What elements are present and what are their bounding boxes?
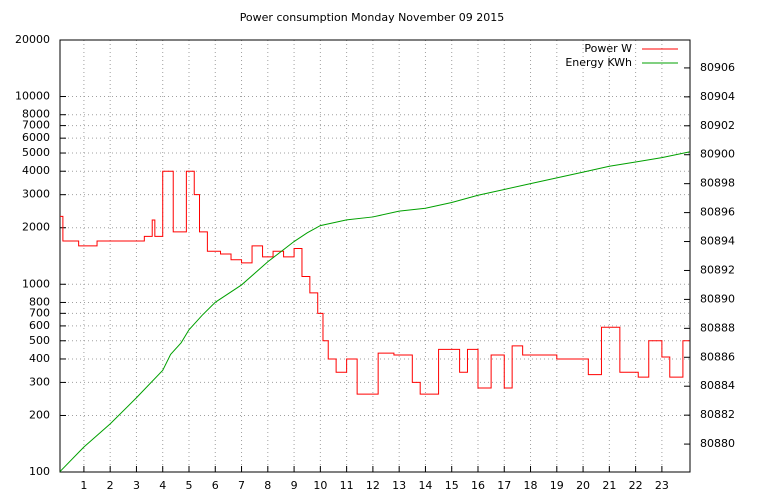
x-tick-label: 18 <box>524 479 538 492</box>
y2-tick-label: 80888 <box>700 321 735 334</box>
x-tick-label: 7 <box>238 479 245 492</box>
y-tick-label: 200 <box>29 408 50 421</box>
y2-tick-label: 80906 <box>700 61 735 74</box>
x-tick-label: 10 <box>313 479 327 492</box>
y2-tick-label: 80896 <box>700 206 735 219</box>
x-tick-label: 17 <box>497 479 511 492</box>
y-tick-label: 3000 <box>22 188 50 201</box>
series-line <box>59 151 690 472</box>
y-tick-label: 1000 <box>22 277 50 290</box>
y-tick-label: 800 <box>29 295 50 308</box>
y2-tick-label: 80900 <box>700 148 735 161</box>
legend-label: Power W <box>584 42 632 55</box>
series-line <box>60 170 690 395</box>
x-tick-label: 2 <box>107 479 114 492</box>
y2-tick-label: 80902 <box>700 119 735 132</box>
x-tick-label: 5 <box>185 479 192 492</box>
x-tick-label: 22 <box>629 479 643 492</box>
y-tick-label: 2000 <box>22 221 50 234</box>
x-tick-label: 1 <box>80 479 87 492</box>
y-tick-label: 300 <box>29 375 50 388</box>
plot-border <box>59 39 691 473</box>
x-tick-label: 14 <box>418 479 432 492</box>
y-tick-label: 5000 <box>22 146 50 159</box>
x-tick-label: 3 <box>133 479 140 492</box>
x-tick-label: 12 <box>366 479 380 492</box>
y-tick-label: 600 <box>29 319 50 332</box>
x-tick-label: 15 <box>445 479 459 492</box>
y-tick-label: 10000 <box>15 90 50 103</box>
x-tick-label: 9 <box>291 479 298 492</box>
x-tick-label: 19 <box>550 479 564 492</box>
y2-tick-label: 80894 <box>700 235 735 248</box>
y-tick-label: 8000 <box>22 108 50 121</box>
x-tick-label: 4 <box>159 479 166 492</box>
x-tick-label: 16 <box>471 479 485 492</box>
x-tick-label: 11 <box>340 479 354 492</box>
y-tick-label: 500 <box>29 334 50 347</box>
x-tick-label: 8 <box>264 479 271 492</box>
y-tick-label: 6000 <box>22 131 50 144</box>
y2-tick-label: 80892 <box>700 263 735 276</box>
x-tick-label: 21 <box>602 479 616 492</box>
x-tick-label: 13 <box>392 479 406 492</box>
y2-tick-label: 80880 <box>700 437 735 450</box>
y-tick-label: 400 <box>29 352 50 365</box>
y-tick-label: 20000 <box>15 33 50 46</box>
chart-title: Power consumption Monday November 09 201… <box>240 11 505 24</box>
y2-tick-label: 80886 <box>700 350 735 363</box>
y-tick-label: 4000 <box>22 164 50 177</box>
x-tick-label: 6 <box>212 479 219 492</box>
legend-label: Energy KWh <box>565 56 632 69</box>
y2-tick-label: 80904 <box>700 90 735 103</box>
y-tick-label: 7000 <box>22 119 50 132</box>
y2-tick-label: 80882 <box>700 408 735 421</box>
y-tick-label: 100 <box>29 465 50 478</box>
y2-tick-label: 80898 <box>700 177 735 190</box>
x-tick-label: 20 <box>576 479 590 492</box>
y2-tick-label: 80890 <box>700 292 735 305</box>
y-tick-label: 700 <box>29 306 50 319</box>
x-tick-label: 23 <box>655 479 669 492</box>
y2-tick-label: 80884 <box>700 379 735 392</box>
